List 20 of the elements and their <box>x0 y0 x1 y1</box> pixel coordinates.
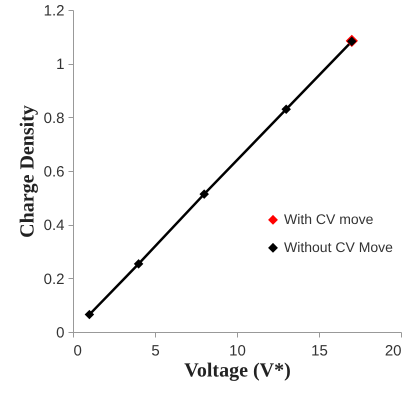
point <box>199 189 209 199</box>
point <box>281 104 291 114</box>
legend-label: With CV move <box>284 210 374 227</box>
legend-label: Without CV Move <box>284 238 394 255</box>
y-tick-label: 0.8 <box>44 110 64 127</box>
point <box>134 259 144 269</box>
y-tick-label: 0.6 <box>44 164 64 180</box>
y-axis-title: Charge Density <box>16 105 39 238</box>
x-tick-label: 0 <box>74 342 82 360</box>
x-tick-label: 15 <box>311 342 328 360</box>
y-tick-label: 0.4 <box>44 217 64 234</box>
x-tick-label: 20 <box>384 342 402 360</box>
y-tick-label: 1.2 <box>44 2 64 20</box>
x-tick-label: 5 <box>151 342 160 360</box>
y-tick-label: 0 <box>56 324 64 342</box>
y-tick-label: 0.2 <box>44 270 64 288</box>
point <box>84 310 94 320</box>
x-axis-title: Voltage (V*) <box>184 360 291 382</box>
y-tick-label: 1 <box>56 56 64 74</box>
x-tick-label: 10 <box>229 342 246 360</box>
